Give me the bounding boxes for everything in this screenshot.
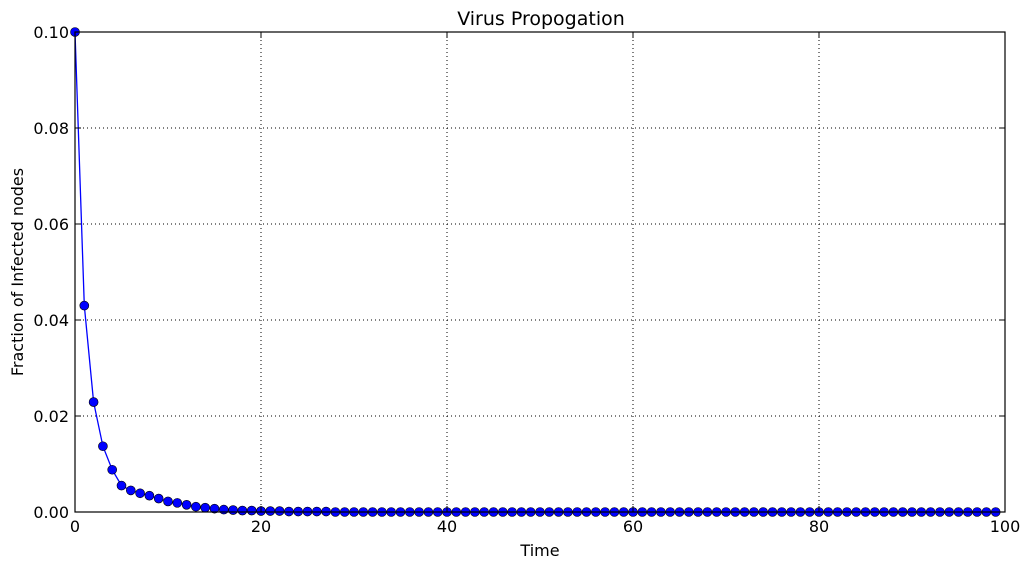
y-axis-title: Fraction of Infected nodes xyxy=(8,168,27,376)
grid-lines xyxy=(75,32,1005,512)
series-line xyxy=(74,31,996,513)
data-point xyxy=(153,493,164,504)
x-tick-label: 40 xyxy=(437,517,457,536)
data-point xyxy=(116,480,127,491)
data-point xyxy=(191,501,201,512)
series-infected-fraction xyxy=(70,27,1001,517)
data-point xyxy=(88,397,99,407)
y-tick-label: 0.00 xyxy=(33,503,69,522)
y-tick-label: 0.08 xyxy=(33,119,69,138)
data-point xyxy=(228,505,238,515)
data-point xyxy=(126,485,136,496)
x-tick-label: 100 xyxy=(990,517,1021,536)
data-point xyxy=(219,504,229,515)
y-tick-label: 0.06 xyxy=(33,215,69,234)
data-point xyxy=(98,441,108,452)
data-point xyxy=(163,496,173,507)
x-axis-title: Time xyxy=(519,541,559,560)
y-tick-label: 0.02 xyxy=(33,407,69,426)
data-point xyxy=(135,488,145,499)
data-point xyxy=(274,506,285,516)
x-tick-label: 0 xyxy=(70,517,80,536)
y-tick-label: 0.10 xyxy=(33,23,69,42)
data-point xyxy=(265,506,276,516)
x-tick-label: 80 xyxy=(809,517,829,536)
data-point xyxy=(107,464,117,475)
axis-ticks: 0 20 40 60 80 100 0.00 0.02 0.04 0.06 0.08 0.10 xyxy=(33,23,1020,536)
data-point xyxy=(172,498,183,508)
data-point xyxy=(79,300,90,311)
data-point xyxy=(237,505,248,516)
x-tick-label: 60 xyxy=(623,517,643,536)
y-tick-label: 0.04 xyxy=(33,311,69,330)
plot-frame xyxy=(74,31,1006,513)
data-point xyxy=(200,502,210,513)
data-point xyxy=(209,503,220,514)
data-point xyxy=(181,499,192,510)
data-point xyxy=(144,490,155,501)
chart-title: Virus Propogation xyxy=(457,8,625,30)
data-point xyxy=(246,505,257,516)
x-tick-label: 20 xyxy=(251,517,271,536)
